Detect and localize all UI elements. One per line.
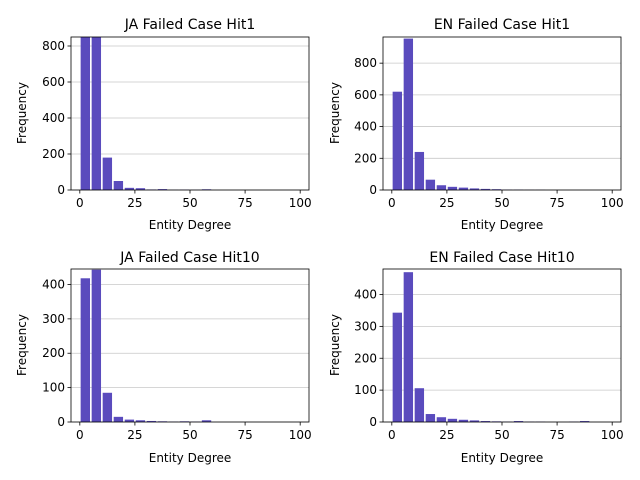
histogram-bar	[91, 269, 102, 422]
histogram-bar	[513, 421, 524, 422]
y-axis-label: Frequency	[328, 82, 342, 144]
subplot-ja-hit10: JA Failed Case Hit10 Entity Degree Frequ…	[15, 250, 312, 465]
y-tick-label: 300	[354, 319, 377, 333]
y-tick-label: 400	[354, 288, 377, 302]
x-tick-label: 75	[549, 428, 564, 442]
y-tick-label: 0	[57, 183, 65, 197]
y-tick-label: 800	[354, 56, 377, 70]
y-tick-label: 400	[42, 277, 65, 291]
histogram-bar	[124, 187, 135, 190]
histogram-bar	[392, 91, 403, 190]
x-tick-label: 100	[289, 196, 312, 210]
histogram-bar	[403, 38, 414, 190]
subplot-title: JA Failed Case Hit10	[119, 250, 259, 266]
x-axis-label: Entity Degree	[461, 218, 544, 232]
x-tick-label: 50	[182, 428, 197, 442]
y-tick-label: 200	[42, 147, 65, 161]
subplot-title: JA Failed Case Hit1	[124, 17, 256, 33]
y-tick-label: 300	[42, 312, 65, 326]
subplot-ja-hit1: JA Failed Case Hit1 Entity Degree Freque…	[15, 17, 312, 232]
x-axis-label: Entity Degree	[149, 218, 232, 232]
y-axis-label: Frequency	[328, 314, 342, 376]
histogram-bar	[458, 419, 469, 422]
histogram-bar	[113, 181, 124, 190]
y-tick-label: 200	[42, 346, 65, 360]
x-tick-label: 0	[76, 428, 84, 442]
x-tick-label: 75	[237, 428, 252, 442]
histogram-bar	[480, 421, 491, 422]
x-tick-label: 100	[601, 428, 624, 442]
x-tick-label: 75	[549, 196, 564, 210]
histogram-bar	[436, 417, 447, 422]
x-tick-label: 75	[237, 196, 252, 210]
x-tick-label: 25	[439, 428, 454, 442]
x-tick-label: 100	[289, 428, 312, 442]
y-axis-label: Frequency	[15, 82, 29, 144]
histogram-bar	[579, 421, 590, 422]
histogram-bar	[436, 185, 447, 190]
histogram-bar	[201, 420, 212, 422]
subplot-en-hit10: EN Failed Case Hit10 Entity Degree Frequ…	[328, 250, 624, 465]
histogram-bar	[392, 312, 403, 422]
histogram-bar	[135, 188, 146, 190]
histogram-bar	[135, 420, 146, 422]
y-axis-label: Frequency	[15, 314, 29, 376]
histogram-bar	[102, 157, 113, 190]
histogram-bar	[425, 179, 436, 190]
x-tick-label: 0	[388, 196, 396, 210]
y-tick-label: 200	[354, 151, 377, 165]
x-axis-label: Entity Degree	[461, 451, 544, 465]
histogram-bar	[157, 189, 168, 190]
histogram-bar	[480, 188, 491, 190]
histogram-bar	[414, 151, 425, 190]
y-tick-label: 100	[42, 381, 65, 395]
y-tick-label: 0	[369, 183, 377, 197]
x-tick-label: 0	[388, 428, 396, 442]
y-tick-label: 0	[369, 415, 377, 429]
x-tick-label: 25	[127, 428, 142, 442]
histogram-bar	[425, 414, 436, 422]
histogram-bar	[403, 272, 414, 422]
x-tick-label: 25	[127, 196, 142, 210]
y-tick-label: 600	[42, 75, 65, 89]
y-tick-label: 0	[57, 415, 65, 429]
x-tick-label: 100	[601, 196, 624, 210]
y-tick-label: 400	[354, 120, 377, 134]
x-tick-label: 0	[76, 196, 84, 210]
subplot-title: EN Failed Case Hit10	[429, 250, 574, 266]
x-tick-label: 50	[494, 428, 509, 442]
histogram-bar	[124, 419, 135, 422]
x-axis-label: Entity Degree	[149, 451, 232, 465]
x-tick-label: 25	[439, 196, 454, 210]
subplot-title: EN Failed Case Hit1	[434, 17, 570, 33]
histogram-bar	[469, 420, 480, 422]
histogram-bar	[80, 278, 91, 422]
subplot-en-hit1: EN Failed Case Hit1 Entity Degree Freque…	[328, 17, 624, 232]
histogram-bar	[458, 187, 469, 190]
x-tick-label: 50	[182, 196, 197, 210]
histogram-bar	[102, 392, 113, 422]
histogram-bar	[447, 186, 458, 190]
histogram-bar	[469, 188, 480, 190]
y-tick-label: 600	[354, 88, 377, 102]
y-tick-label: 800	[42, 39, 65, 53]
histogram-bar	[113, 416, 124, 422]
y-tick-label: 200	[354, 351, 377, 365]
y-tick-label: 400	[42, 111, 65, 125]
histogram-bar	[80, 37, 91, 190]
histogram-bar	[146, 420, 157, 422]
histogram-bar	[414, 388, 425, 422]
y-tick-label: 100	[354, 383, 377, 397]
histogram-bar	[447, 418, 458, 422]
x-tick-label: 50	[494, 196, 509, 210]
histogram-bar	[91, 37, 102, 190]
